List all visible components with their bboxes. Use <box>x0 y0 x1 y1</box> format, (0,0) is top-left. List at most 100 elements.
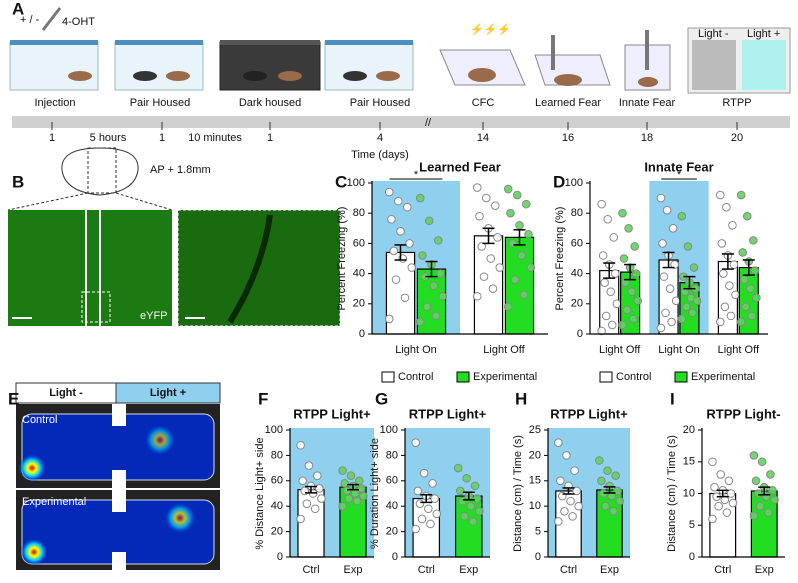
error-bar <box>624 263 637 281</box>
data-point <box>560 506 569 516</box>
data-point <box>344 494 354 503</box>
data-point <box>710 482 719 492</box>
y-tick-label: 100 <box>347 177 365 189</box>
brain-outline <box>61 147 139 196</box>
data-point <box>490 201 500 210</box>
y-tick-label: 0 <box>359 328 365 340</box>
data-point <box>424 216 434 226</box>
data-point <box>466 501 476 511</box>
y-axis-label: Distance (cm) / Time (s) <box>512 435 524 552</box>
error-bar <box>513 229 526 246</box>
stage-label: Innate Fear <box>619 97 676 109</box>
y-tick-label: 20 <box>529 449 541 461</box>
y-tick-label: 60 <box>353 237 365 249</box>
y-tick-label: 100 <box>565 177 583 189</box>
data-point <box>422 302 432 312</box>
data-point <box>429 281 439 290</box>
data-point <box>736 317 746 327</box>
data-point <box>400 293 410 303</box>
y-tick-label: 0 <box>577 328 583 340</box>
data-point <box>618 208 627 218</box>
data-point <box>720 302 730 312</box>
data-point <box>296 440 305 450</box>
chart-title: RTPP Light+ <box>409 406 487 421</box>
stage-label: RTPP <box>722 97 751 109</box>
rtpp-light-minus: Light - <box>698 28 729 40</box>
data-point <box>688 308 697 318</box>
data-point <box>609 506 618 516</box>
stage-label: Injection <box>35 97 76 109</box>
mouse <box>638 77 658 87</box>
legend-swatch <box>456 371 470 383</box>
data-point <box>456 486 465 496</box>
data-point <box>458 496 467 506</box>
data-point <box>562 451 571 460</box>
y-tick-label: 15 <box>529 475 541 487</box>
timeline-label: 1 <box>159 132 165 144</box>
y-tick-label: 40 <box>353 268 365 280</box>
data-point <box>296 514 305 524</box>
data-point <box>738 248 748 257</box>
mouse <box>554 74 582 86</box>
y-tick-label: 10 <box>529 500 541 512</box>
cage <box>219 41 321 91</box>
error-bar <box>721 253 734 270</box>
rtpp-light-plus: Light + <box>747 28 780 40</box>
data-point <box>752 293 761 303</box>
data-point <box>470 481 480 491</box>
data-point <box>298 476 307 486</box>
data-point <box>665 284 675 294</box>
error-bar <box>482 227 495 245</box>
legend-swatch <box>599 371 613 383</box>
data-point <box>731 290 740 300</box>
data-point <box>512 190 522 200</box>
data-point <box>764 508 773 517</box>
legend-label: Experimental <box>691 371 755 383</box>
legend-label: Control <box>398 371 433 383</box>
histology-image <box>8 210 172 326</box>
error-bar <box>305 485 317 494</box>
data-point <box>488 284 498 294</box>
data-point <box>479 272 489 281</box>
data-point <box>460 512 469 521</box>
data-point <box>607 491 616 501</box>
data-point <box>474 506 484 516</box>
data-point <box>606 287 616 297</box>
data-point <box>708 457 717 467</box>
x-tick-label: Light On <box>658 344 700 356</box>
data-point <box>683 242 693 251</box>
data-point <box>656 323 666 333</box>
data-point <box>415 317 425 327</box>
y-tick-label: 80 <box>353 207 365 219</box>
data-point <box>396 227 405 236</box>
data-point <box>736 190 746 200</box>
data-point <box>304 461 314 470</box>
data-point <box>766 470 775 479</box>
error-bar <box>562 487 575 495</box>
panel-letter: I <box>670 389 675 408</box>
y-axis-label: Percent Freezing (%) <box>336 207 348 311</box>
data-point <box>338 466 347 475</box>
x-tick-label: Light Off <box>599 344 641 356</box>
error-bar <box>742 259 755 276</box>
tract-zoom <box>227 214 273 324</box>
mouse <box>468 68 496 82</box>
timeline-label: 5 hours <box>90 132 127 144</box>
y-axis-label: % Distance Light+ side <box>254 437 266 549</box>
data-point <box>597 476 606 486</box>
mouse <box>343 71 367 81</box>
chart-title: RTPP Light- <box>706 406 780 421</box>
timeline-label: 14 <box>477 132 489 144</box>
data-point <box>433 236 443 245</box>
data-point <box>556 476 565 486</box>
legend-label: Experimental <box>473 371 537 383</box>
data-point <box>622 305 632 315</box>
legend-swatch <box>674 371 688 383</box>
y-tick-label: 20 <box>386 526 398 538</box>
data-point <box>495 263 505 272</box>
y-tick-label: 20 <box>683 424 695 436</box>
data-point <box>630 242 639 251</box>
data-point <box>624 224 633 233</box>
data-point <box>389 246 399 256</box>
